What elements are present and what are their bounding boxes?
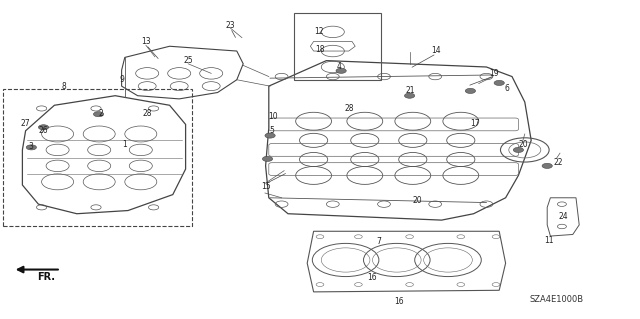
Text: 20: 20 xyxy=(518,140,528,149)
Circle shape xyxy=(494,80,504,85)
Bar xyxy=(3,89,192,226)
Circle shape xyxy=(262,156,273,161)
Text: 20: 20 xyxy=(412,196,422,205)
Text: 14: 14 xyxy=(431,46,442,55)
Text: 28: 28 xyxy=(143,109,152,118)
Circle shape xyxy=(336,68,346,73)
Text: 19: 19 xyxy=(489,69,499,78)
Circle shape xyxy=(38,125,49,130)
Text: 12: 12 xyxy=(314,27,323,36)
Circle shape xyxy=(265,133,275,138)
Text: 23: 23 xyxy=(225,21,236,30)
Text: 13: 13 xyxy=(141,37,151,46)
Text: 24: 24 xyxy=(558,212,568,221)
Circle shape xyxy=(542,163,552,168)
Text: 18: 18 xyxy=(316,45,324,54)
Text: 21: 21 xyxy=(406,86,415,95)
Text: 2: 2 xyxy=(99,109,104,118)
Circle shape xyxy=(93,112,104,117)
Text: 9: 9 xyxy=(119,75,124,84)
Text: 6: 6 xyxy=(504,84,509,93)
Text: 3: 3 xyxy=(28,142,33,151)
Text: FR.: FR. xyxy=(37,272,55,282)
Text: 22: 22 xyxy=(554,158,563,167)
Text: 17: 17 xyxy=(470,119,480,128)
Text: 4: 4 xyxy=(337,62,342,71)
Text: 11: 11 xyxy=(545,236,554,245)
Circle shape xyxy=(465,88,476,93)
Text: 28: 28 xyxy=(344,104,353,113)
Text: 25: 25 xyxy=(183,56,193,65)
Text: 1: 1 xyxy=(122,140,127,149)
Text: 16: 16 xyxy=(367,273,378,282)
Text: 26: 26 xyxy=(38,126,48,135)
Text: 27: 27 xyxy=(20,119,31,128)
Bar xyxy=(294,13,381,80)
Text: 5: 5 xyxy=(269,126,274,135)
Text: 8: 8 xyxy=(61,82,67,91)
Circle shape xyxy=(404,93,415,98)
Text: 7: 7 xyxy=(376,237,381,246)
Text: 15: 15 xyxy=(261,182,271,191)
Text: SZA4E1000B: SZA4E1000B xyxy=(530,295,584,304)
Circle shape xyxy=(513,147,524,152)
Text: 10: 10 xyxy=(268,112,278,121)
Circle shape xyxy=(26,145,36,150)
Text: 16: 16 xyxy=(394,297,404,306)
